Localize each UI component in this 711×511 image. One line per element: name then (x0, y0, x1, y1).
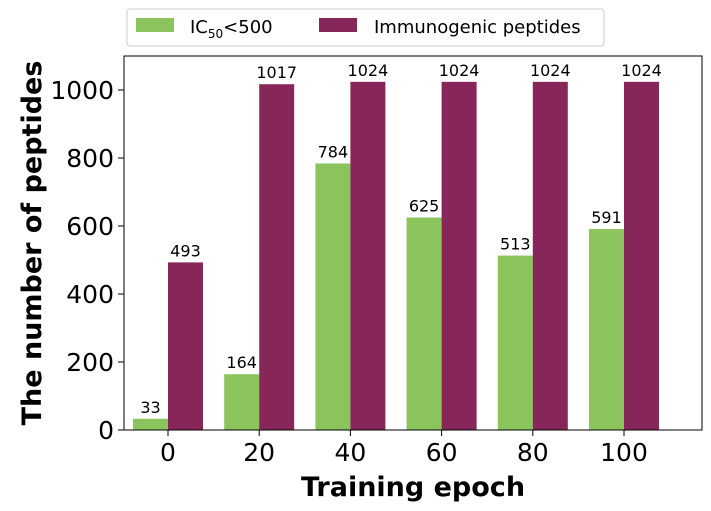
bar-ic50-80 (497, 255, 533, 430)
bar-immunogenic-40 (350, 81, 386, 430)
data-label-ic50-40: 784 (318, 142, 349, 161)
legend-swatch-ic50 (136, 18, 174, 32)
x-tick-label-80: 80 (517, 438, 549, 467)
x-tick-label-0: 0 (160, 438, 176, 467)
y-tick-label-400: 400 (66, 280, 114, 309)
data-label-immunogenic-100: 1024 (621, 61, 662, 80)
bar-ic50-0 (133, 418, 168, 430)
bar-immunogenic-0 (168, 262, 203, 430)
data-label-ic50-60: 625 (409, 197, 440, 216)
legend: IC50<500 Immunogenic peptides (126, 8, 605, 47)
bar-immunogenic-80 (532, 81, 568, 430)
x-tick-label-20: 20 (243, 438, 275, 467)
bar-immunogenic-60 (441, 81, 477, 430)
bar-ic50-60 (406, 217, 442, 430)
plot-frame (123, 55, 703, 431)
data-label-immunogenic-40: 1024 (348, 61, 389, 80)
y-axis-title: The number of peptides (17, 61, 48, 426)
data-label-ic50-100: 591 (591, 208, 622, 227)
bar-immunogenic-100 (624, 81, 659, 430)
data-labels-layer: 33 493 164 1017 784 1024 625 1024 513 1024 591 1024 (140, 61, 662, 417)
data-label-immunogenic-0: 493 (170, 241, 201, 260)
legend-swatch-immunogenic (319, 18, 357, 32)
data-label-immunogenic-80: 1024 (530, 61, 571, 80)
data-label-ic50-80: 513 (500, 235, 531, 254)
y-tick-label-200: 200 (66, 348, 114, 377)
x-tick-label-60: 60 (426, 438, 458, 467)
data-label-immunogenic-20: 1017 (256, 63, 297, 82)
legend-frame (126, 8, 605, 47)
bars-layer (133, 81, 659, 430)
bar-immunogenic-20 (259, 84, 295, 430)
x-axis-title: Training epoch (301, 472, 525, 503)
data-label-immunogenic-60: 1024 (439, 61, 480, 80)
x-tick-label-100: 100 (600, 438, 648, 467)
y-tick-label-1000: 1000 (50, 76, 114, 105)
legend-label-ic50: IC50<500 (190, 17, 273, 41)
bar-ic50-100 (589, 229, 624, 430)
legend-label-immunogenic: Immunogenic peptides (374, 17, 581, 38)
data-label-ic50-0: 33 (140, 398, 160, 417)
y-tick-label-800: 800 (66, 144, 114, 173)
bar-ic50-40 (315, 163, 351, 430)
y-tick-label-0: 0 (98, 416, 114, 445)
y-tick-label-600: 600 (66, 212, 114, 241)
bar-ic50-20 (224, 374, 260, 430)
x-tick-label-40: 40 (334, 438, 366, 467)
data-label-ic50-20: 164 (226, 353, 257, 372)
